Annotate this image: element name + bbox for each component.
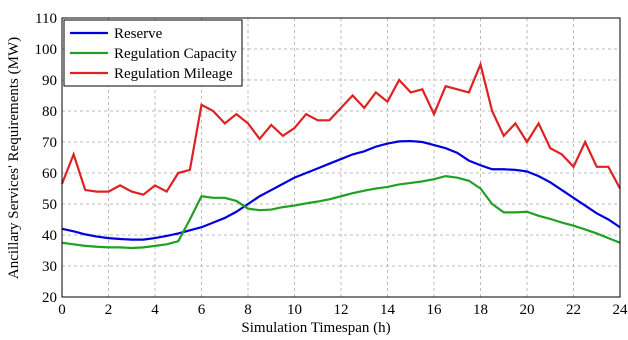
x-tick-label: 22 [566,302,581,318]
x-tick-label: 14 [380,302,396,318]
x-tick-label: 18 [473,302,488,318]
x-tick-label: 20 [520,302,535,318]
y-tick-label: 80 [42,104,57,120]
x-tick-label: 6 [198,302,206,318]
x-tick-label: 16 [427,302,443,318]
y-tick-label: 110 [35,11,57,27]
y-tick-label: 90 [42,73,57,89]
x-tick-label: 0 [58,302,66,318]
y-tick-label: 40 [42,228,57,244]
x-tick-label: 10 [287,302,302,318]
y-tick-label: 70 [42,135,57,151]
x-tick-label: 2 [105,302,113,318]
y-tick-label: 60 [42,166,57,182]
x-tick-label: 8 [244,302,252,318]
x-tick-label: 24 [613,302,628,318]
x-tick-label: 4 [151,302,159,318]
legend-label: Regulation Mileage [114,66,233,82]
x-axis-label: Simulation Timespan (h) [241,320,390,335]
y-tick-label: 30 [42,259,57,275]
y-tick-label: 100 [35,42,58,58]
legend-label: Regulation Capacity [114,46,237,62]
y-axis-label: Ancillary Services' Requirements (MW) [6,37,22,279]
y-tick-label: 20 [42,290,57,306]
y-tick-label: 50 [42,197,57,213]
x-tick-label: 12 [334,302,349,318]
legend-label: Reserve [114,26,163,42]
